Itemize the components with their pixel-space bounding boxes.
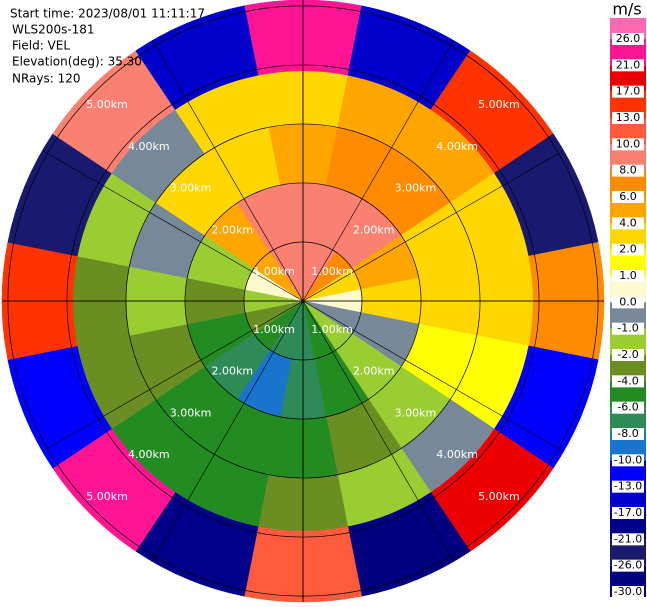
range-ring bbox=[184, 182, 422, 420]
spoke bbox=[302, 150, 564, 302]
range-label: 4.00km bbox=[436, 140, 478, 153]
info-block: Start time: 2023/08/01 11:11:17 WLS200s-… bbox=[10, 7, 205, 86]
colorbar-tick-label: 26.0 bbox=[616, 32, 641, 45]
colorbar-tick-label: -1.0 bbox=[617, 322, 638, 335]
colorbar-tick-label: -26.0 bbox=[614, 559, 642, 572]
colorbar-tick-label: 8.0 bbox=[619, 164, 637, 177]
range-label: 2.00km bbox=[211, 223, 253, 236]
colorbar-tick-label: 17.0 bbox=[616, 85, 641, 98]
spoke bbox=[152, 300, 304, 562]
polar-axes: 1.00km 1.00km 1.00km 1.00km 2.00km 2.00km 2.00… bbox=[2, 0, 604, 602]
colorbar-label-bg bbox=[612, 138, 644, 151]
range-label: 5.00km bbox=[86, 490, 128, 503]
spoke bbox=[302, 40, 454, 302]
range-label: 4.00km bbox=[128, 448, 170, 461]
colorbar-label-bg bbox=[612, 454, 644, 467]
colorbar-label-bg bbox=[612, 428, 644, 440]
range-ring bbox=[7, 5, 599, 597]
colorbar-label-bg bbox=[612, 33, 644, 45]
range-label: 5.00km bbox=[478, 490, 520, 503]
colorbar-label-bg bbox=[612, 243, 644, 256]
colorbar-tick-label: -10.0 bbox=[614, 453, 642, 466]
colorbar-label-bg bbox=[612, 507, 644, 519]
colorbar-tick-label: -4.0 bbox=[617, 374, 638, 387]
range-label: 3.00km bbox=[395, 406, 437, 419]
colorbar-tick-label: 13.0 bbox=[616, 111, 641, 124]
colorbar-tick-label: -17.0 bbox=[614, 506, 642, 519]
colorbar-label-bg bbox=[612, 164, 644, 177]
info-line: NRays: 120 bbox=[12, 72, 81, 86]
spoke bbox=[302, 300, 564, 452]
range-label: 5.00km bbox=[86, 98, 128, 111]
colorbar-label-bg bbox=[612, 112, 644, 124]
colorbar-label-bg bbox=[612, 586, 644, 598]
colorbar-tick-label: 2.0 bbox=[619, 243, 637, 256]
spoke bbox=[42, 150, 304, 302]
colorbar-tick-label: -2.0 bbox=[617, 348, 638, 361]
range-label: 3.00km bbox=[170, 406, 212, 419]
colorbar-label-bg bbox=[612, 533, 644, 546]
info-line: Field: VEL bbox=[12, 39, 70, 53]
colorbar-label-bg bbox=[612, 480, 644, 493]
colorbar-tick-label: -21.0 bbox=[614, 532, 642, 545]
colorbar-label-bg bbox=[612, 349, 644, 361]
range-ring bbox=[243, 241, 363, 361]
colorbar-label-bg bbox=[612, 270, 644, 282]
colorbar-tick-label: -6.0 bbox=[617, 401, 638, 414]
info-line: WLS200s-181 bbox=[12, 23, 95, 37]
range-label: 2.00km bbox=[211, 365, 253, 378]
spoke bbox=[42, 300, 304, 452]
colorbar-label-bg bbox=[612, 296, 644, 309]
colorbar-tick-label: 0.0 bbox=[619, 295, 637, 308]
velocity-cell bbox=[135, 5, 259, 110]
range-label: 4.00km bbox=[128, 140, 170, 153]
range-label: 1.00km bbox=[311, 323, 353, 336]
range-ring bbox=[66, 64, 540, 538]
range-label: 1.00km bbox=[253, 265, 295, 278]
colorbar-label-bg bbox=[612, 217, 644, 230]
range-label: 5.00km bbox=[478, 98, 520, 111]
colorbar-label-bg bbox=[612, 59, 644, 72]
colorbar-tick-label: -13.0 bbox=[614, 480, 642, 493]
colorbar-tick-label: -30.0 bbox=[614, 585, 642, 598]
spoke bbox=[302, 300, 454, 562]
range-label: 4.00km bbox=[436, 448, 478, 461]
colorbar-title: m/s bbox=[612, 0, 641, 19]
info-line: Start time: 2023/08/01 11:11:17 bbox=[10, 7, 205, 21]
colorbar-tick-label: 10.0 bbox=[616, 137, 641, 150]
range-label: 1.00km bbox=[253, 323, 295, 336]
spoke bbox=[152, 40, 304, 302]
range-label: 3.00km bbox=[395, 182, 437, 195]
range-label: 3.00km bbox=[170, 182, 212, 195]
colorbar-label-bg bbox=[612, 375, 644, 388]
colorbar-label-bg bbox=[612, 322, 644, 335]
colorbar-label-bg bbox=[612, 559, 644, 572]
colorbar-tick-label: 21.0 bbox=[616, 58, 641, 71]
colorbar-label-bg bbox=[612, 85, 644, 98]
colorbar-label-bg bbox=[612, 191, 644, 203]
range-ring bbox=[125, 123, 481, 479]
colorbar-tick-label: 1.0 bbox=[619, 269, 637, 282]
colorbar-tick-label: 4.0 bbox=[619, 216, 637, 229]
colorbar-tick-label: -8.0 bbox=[617, 427, 638, 440]
range-label: 1.00km bbox=[311, 265, 353, 278]
info-line: Elevation(deg): 35.30 bbox=[12, 55, 142, 69]
range-label: 2.00km bbox=[353, 365, 395, 378]
range-label: 2.00km bbox=[353, 223, 395, 236]
colorbar: 26.0 21.0 17.0 13.0 10.0 8.0 6.0 4.0 2.0 1.0 0.0 -1… bbox=[610, 18, 646, 598]
colorbar-label-bg bbox=[612, 401, 644, 414]
colorbar-tick-label: 6.0 bbox=[619, 190, 637, 203]
